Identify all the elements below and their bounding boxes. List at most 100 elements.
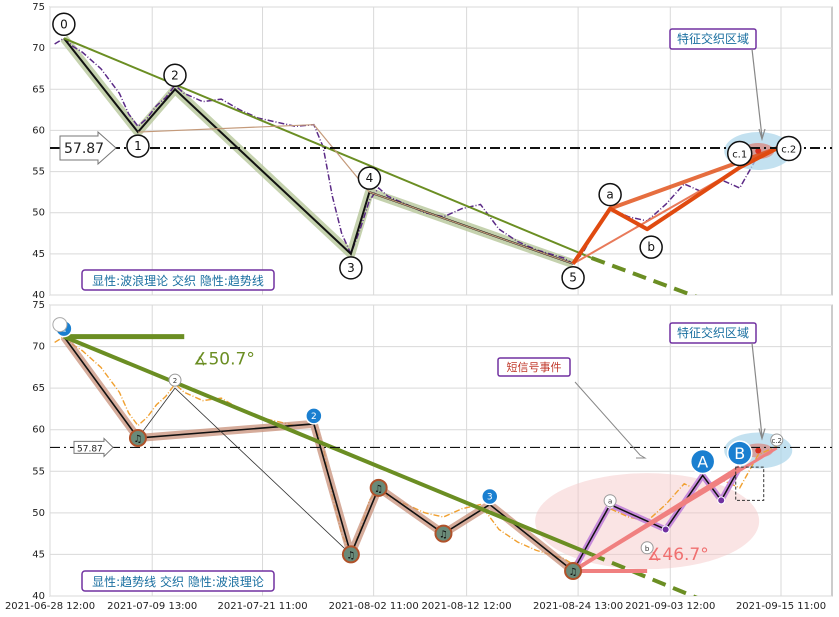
- event-callout-box: [497, 357, 571, 377]
- channel-line: [369, 191, 574, 265]
- turn-point: [661, 525, 670, 534]
- wave-marker: [126, 134, 150, 158]
- wave-label: 2: [311, 412, 317, 422]
- signal-marker: [341, 545, 360, 564]
- y-tick-label: 40: [32, 290, 45, 301]
- signal-icon: ♫: [133, 434, 142, 445]
- y-tick-label: 60: [32, 125, 45, 136]
- trendline-extension: [590, 552, 698, 596]
- wave-label: B: [734, 444, 745, 463]
- wave-marker: [689, 448, 716, 475]
- plot-layer-top: [54, 35, 793, 295]
- wave-label: c.2: [781, 145, 796, 156]
- y-tick-label: 45: [32, 249, 45, 260]
- plot-layer-bottom: [54, 334, 793, 596]
- callout-box: [669, 322, 757, 344]
- annotation-box: [81, 269, 275, 291]
- wave-label: c.1: [732, 149, 747, 160]
- wave-label: A: [697, 452, 708, 471]
- wave-marker: [598, 182, 622, 207]
- y-tick-label: 50: [32, 508, 45, 519]
- box-region: [735, 466, 765, 501]
- wave-marker: [639, 235, 663, 259]
- y-tick-label: 75: [32, 2, 45, 13]
- thin-wave: [137, 387, 352, 555]
- channel-line: [137, 124, 314, 133]
- small-marker: [603, 494, 617, 508]
- signal-marker: [369, 478, 388, 497]
- level-value: 57.87: [77, 444, 103, 454]
- callout-text: 特征交织区域: [677, 325, 749, 340]
- cross-point: [755, 447, 762, 454]
- wave-marker: [481, 487, 499, 506]
- wave-label: 0: [60, 17, 68, 31]
- y-tick-label: 45: [32, 549, 45, 560]
- small-label: c.2: [771, 437, 782, 445]
- trendline: [63, 334, 593, 557]
- event-callout-text: 短信号事件: [507, 360, 562, 374]
- annotation-text: 显性:波浪理论 交织 隐性:趋势线: [92, 273, 264, 288]
- small-marker: [770, 433, 784, 447]
- wave-label: 5: [569, 271, 577, 285]
- plot-area-top: [49, 6, 833, 296]
- callout-box: [669, 28, 757, 50]
- y-tick-label: 65: [32, 84, 45, 95]
- signal-icon: ♫: [374, 484, 383, 495]
- wave-label: 1: [134, 139, 142, 153]
- wave-marker: [357, 166, 382, 190]
- wave-marker: [305, 407, 323, 425]
- y-tick-label: 50: [32, 208, 45, 219]
- wave-label: 3: [347, 261, 355, 275]
- small-marker: [168, 373, 182, 387]
- y-tick-label: 55: [32, 466, 45, 477]
- level-value: 57.87: [64, 141, 104, 157]
- y-tick-label: 70: [32, 43, 45, 54]
- level-arrow: [73, 437, 114, 458]
- wave-marker: [561, 265, 585, 290]
- wave-marker: [52, 12, 76, 37]
- y-tick-label: 60: [32, 425, 45, 436]
- callout-pointer: [751, 48, 766, 142]
- x-tick-label: 2021-07-21 11:00: [217, 601, 307, 612]
- y-tick-label: 70: [32, 342, 45, 353]
- y-tick-label: 40: [32, 591, 45, 602]
- wave-label: 2: [171, 68, 179, 82]
- x-tick-label: 2021-07-09 13:00: [107, 601, 197, 612]
- small-label: 2: [173, 377, 177, 385]
- turn-point: [717, 496, 726, 505]
- signal-icon: ♫: [346, 550, 355, 561]
- cross-point: [755, 148, 762, 154]
- wave-marker: [726, 140, 753, 167]
- signal-icon: ♫: [439, 530, 448, 541]
- small-marker: [640, 541, 654, 555]
- signal-marker: [128, 429, 147, 448]
- annotation-text: 显性:趋势线 交织 隐性:波浪理论: [92, 574, 264, 589]
- wave-marker: [726, 440, 753, 466]
- angle-label: ∡50.7°: [193, 349, 255, 369]
- red-trend: [572, 446, 778, 573]
- small-label: b: [645, 545, 650, 553]
- x-tick-label: 2021-09-15 11:00: [736, 601, 826, 612]
- signal-marker: [434, 524, 453, 543]
- wave-label: 4: [366, 171, 374, 185]
- x-tick-label: 2021-06-28 12:00: [5, 601, 95, 612]
- angle-label: ∡46.7°: [647, 545, 709, 565]
- wave-marker: [776, 135, 802, 162]
- x-tick-label: 2021-08-02 11:00: [329, 601, 419, 612]
- wave-label: b: [647, 240, 655, 254]
- signal-icon: ♫: [569, 567, 578, 578]
- callout-text: 特征交织区域: [677, 31, 749, 46]
- wave-marker: [339, 256, 363, 280]
- y-tick-label: 75: [32, 300, 45, 311]
- annotation-box: [81, 570, 275, 592]
- y-tick-label: 65: [32, 383, 45, 394]
- trendline-extension: [590, 256, 698, 295]
- signal-marker: [564, 562, 583, 581]
- level-arrow: [59, 130, 117, 166]
- callout-pointer: [751, 342, 766, 441]
- x-tick-label: 2021-08-24 13:00: [533, 601, 623, 612]
- wave-marker: [163, 63, 187, 88]
- x-tick-label: 2021-09-03 12:00: [625, 601, 715, 612]
- y-tick-label: 55: [32, 167, 45, 178]
